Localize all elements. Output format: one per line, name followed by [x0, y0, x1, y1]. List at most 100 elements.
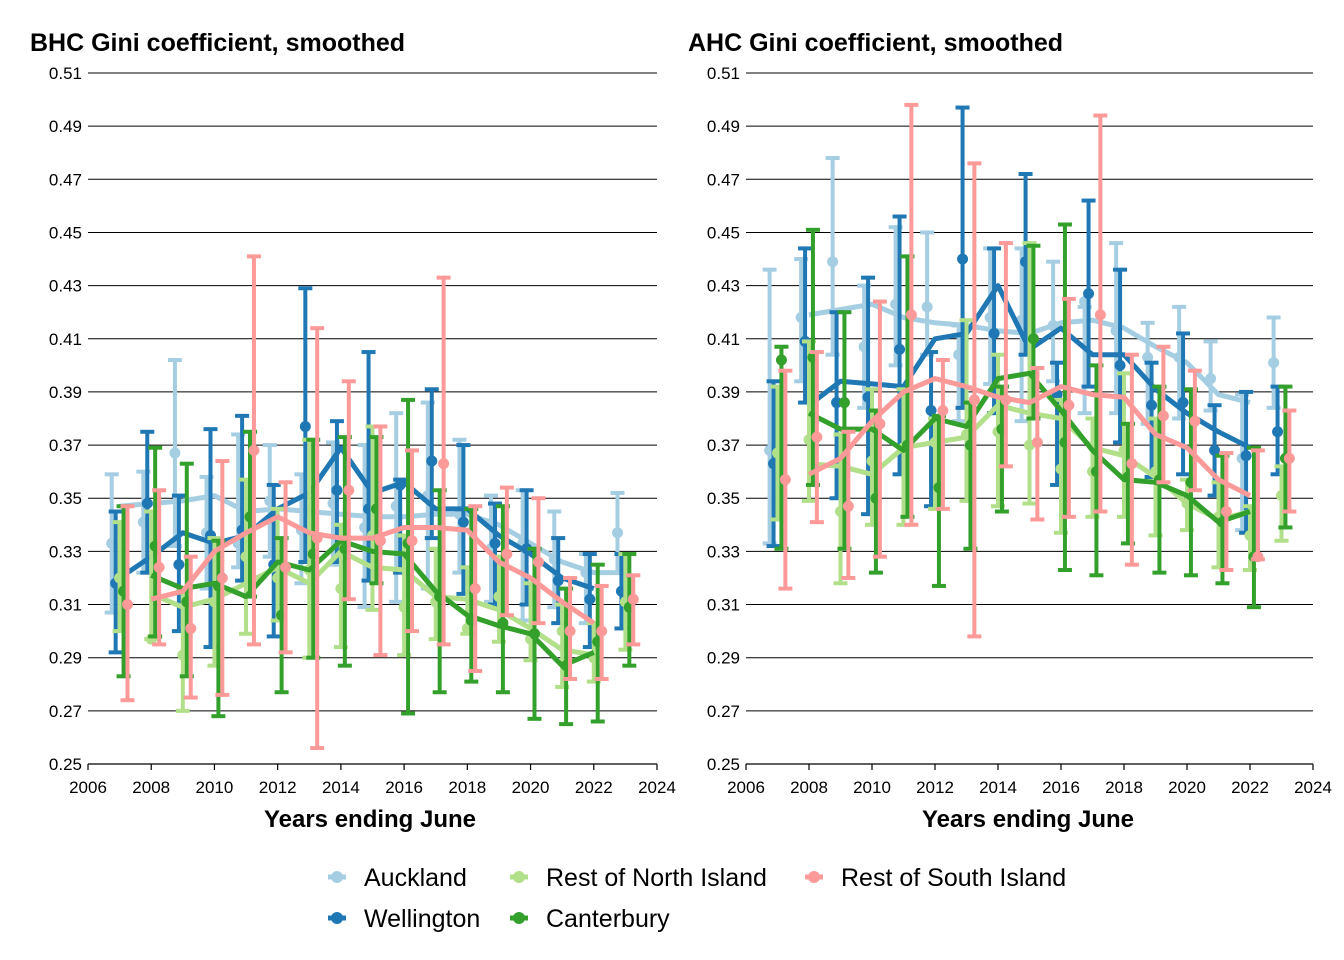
data-point-ahc-wellington-2022 — [1240, 450, 1252, 462]
x-tick-label-bhc-1: 2008 — [132, 778, 170, 797]
y-tick-label-ahc-5: 0.35 — [707, 489, 740, 508]
y-tick-label-ahc-2: 0.29 — [707, 649, 740, 668]
data-point-bhc-wellington-2018 — [457, 516, 469, 528]
smoothed-line-bhc-wellington — [118, 445, 595, 591]
legend-item-auckland: Auckland — [328, 864, 467, 892]
y-tick-label-bhc-8: 0.41 — [49, 330, 82, 349]
series-bhc-rest-of-south-island — [120, 254, 641, 751]
data-point-ahc-wellington-2020 — [1177, 397, 1189, 409]
y-tick-label-ahc-0: 0.25 — [707, 755, 740, 774]
legend-label-wellington: Wellington — [364, 905, 480, 933]
x-tick-label-ahc-3: 2012 — [916, 778, 954, 797]
legend-item-rest-of-south-island: Rest of South Island — [805, 864, 1066, 892]
x-tick-label-ahc-9: 2024 — [1294, 778, 1332, 797]
data-point-bhc-rest-of-south-island-2018 — [469, 583, 481, 595]
data-point-bhc-wellington-2021 — [552, 575, 564, 587]
data-point-ahc-rest-of-south-island-2008 — [811, 431, 823, 443]
y-tick-label-ahc-6: 0.37 — [707, 436, 740, 455]
data-point-ahc-rest-of-south-island-2023 — [1283, 452, 1295, 464]
bhc-chart-panel: BHC Gini coefficient, smoothed Years end… — [30, 29, 676, 833]
y-tick-label-bhc-6: 0.37 — [49, 436, 82, 455]
data-point-ahc-wellington-2013 — [957, 253, 969, 265]
data-point-ahc-canterbury-2007 — [775, 354, 787, 366]
y-tick-label-ahc-9: 0.43 — [707, 277, 740, 296]
data-point-ahc-wellington-2017 — [1083, 288, 1095, 300]
data-point-bhc-wellington-2020 — [521, 543, 533, 555]
data-point-bhc-rest-of-south-island-2020 — [532, 556, 544, 568]
data-point-bhc-rest-of-south-island-2011 — [248, 444, 260, 456]
x-tick-label-bhc-5: 2016 — [385, 778, 423, 797]
data-point-ahc-auckland-2021 — [1205, 373, 1217, 385]
x-tick-label-ahc-1: 2008 — [790, 778, 828, 797]
data-point-bhc-rest-of-south-island-2014 — [343, 484, 355, 496]
smoothed-line-bhc-canterbury — [150, 538, 595, 669]
y-tick-label-ahc-1: 0.27 — [707, 702, 740, 721]
chart-title-bhc: BHC Gini coefficient, smoothed — [30, 29, 405, 57]
y-tick-label-bhc-12: 0.49 — [49, 117, 82, 136]
data-point-ahc-auckland-2016 — [1047, 319, 1059, 331]
data-point-bhc-auckland-2009 — [169, 447, 181, 459]
legend-label-rest-of-north-island: Rest of North Island — [546, 864, 767, 892]
data-point-bhc-canterbury-2020 — [529, 628, 541, 640]
legend-label-auckland: Auckland — [364, 864, 467, 892]
x-tick-label-bhc-0: 2006 — [69, 778, 107, 797]
data-point-bhc-rest-of-south-island-2008 — [153, 561, 165, 573]
y-tick-label-bhc-7: 0.39 — [49, 383, 82, 402]
legend-label-rest-of-south-island: Rest of South Island — [841, 864, 1066, 892]
data-point-ahc-rest-of-south-island-2018 — [1126, 458, 1138, 470]
chart-title-ahc: AHC Gini coefficient, smoothed — [688, 29, 1063, 57]
data-point-ahc-rest-of-south-island-2014 — [1000, 394, 1012, 406]
data-point-ahc-wellington-2021 — [1209, 444, 1221, 456]
ahc-chart-panel: AHC Gini coefficient, smoothed Years end… — [688, 29, 1332, 833]
legend-item-wellington: Wellington — [328, 905, 480, 933]
y-tick-label-bhc-1: 0.27 — [49, 702, 82, 721]
data-point-bhc-rest-of-south-island-2015 — [374, 535, 386, 547]
x-tick-label-bhc-8: 2022 — [575, 778, 613, 797]
x-tick-label-ahc-4: 2014 — [979, 778, 1017, 797]
x-tick-label-bhc-4: 2014 — [322, 778, 360, 797]
series-bhc-canterbury — [116, 397, 637, 727]
x-tick-label-ahc-6: 2018 — [1105, 778, 1143, 797]
legend-item-canterbury: Canterbury — [510, 905, 670, 933]
data-point-bhc-wellington-2016 — [394, 479, 406, 491]
x-tick-label-bhc-2: 2010 — [196, 778, 234, 797]
data-point-bhc-rest-of-south-island-2023 — [627, 593, 639, 605]
data-point-ahc-wellington-2018 — [1114, 359, 1126, 371]
data-point-ahc-rest-of-south-island-2013 — [968, 394, 980, 406]
data-point-bhc-wellington-2019 — [489, 537, 501, 549]
data-point-ahc-canterbury-2015 — [1027, 333, 1039, 345]
data-point-ahc-rest-of-south-island-2022 — [1252, 551, 1264, 563]
x-axis-title-bhc: Years ending June — [264, 806, 476, 833]
y-tick-label-bhc-13: 0.51 — [49, 64, 82, 83]
data-point-ahc-auckland-2012 — [921, 301, 933, 313]
smoothed-line-ahc-rest-of-north-island — [808, 402, 1251, 522]
data-point-ahc-rest-of-south-island-2010 — [874, 418, 886, 430]
x-tick-label-bhc-6: 2018 — [448, 778, 486, 797]
data-point-ahc-rest-of-south-island-2020 — [1189, 415, 1201, 427]
data-point-bhc-rest-of-south-island-2010 — [216, 572, 228, 584]
data-point-bhc-canterbury-2019 — [497, 617, 509, 629]
y-tick-label-ahc-3: 0.31 — [707, 596, 740, 615]
data-point-bhc-rest-of-south-island-2012 — [280, 561, 292, 573]
x-tick-label-ahc-2: 2010 — [853, 778, 891, 797]
data-point-ahc-auckland-2009 — [827, 256, 839, 268]
data-point-ahc-rest-of-south-island-2021 — [1220, 506, 1232, 518]
data-point-ahc-rest-of-south-island-2011 — [905, 309, 917, 321]
data-point-ahc-rest-of-south-island-2016 — [1063, 399, 1075, 411]
y-tick-label-bhc-9: 0.43 — [49, 277, 82, 296]
x-tick-label-ahc-7: 2020 — [1168, 778, 1206, 797]
y-tick-label-bhc-4: 0.33 — [49, 542, 82, 561]
data-point-bhc-rest-of-south-island-2009 — [185, 622, 197, 634]
data-point-bhc-auckland-2023 — [611, 527, 623, 539]
y-tick-label-ahc-13: 0.51 — [707, 64, 740, 83]
data-point-ahc-rest-of-south-island-2012 — [937, 405, 949, 417]
y-tick-label-ahc-12: 0.49 — [707, 117, 740, 136]
y-tick-label-bhc-5: 0.35 — [49, 489, 82, 508]
data-point-ahc-wellington-2009 — [831, 397, 843, 409]
data-point-bhc-rest-of-south-island-2019 — [501, 548, 513, 560]
data-point-bhc-wellington-2017 — [426, 455, 438, 467]
data-point-ahc-wellington-2011 — [894, 343, 906, 355]
data-point-bhc-rest-of-south-island-2022 — [596, 625, 608, 637]
data-point-ahc-rest-of-south-island-2007 — [779, 474, 791, 486]
